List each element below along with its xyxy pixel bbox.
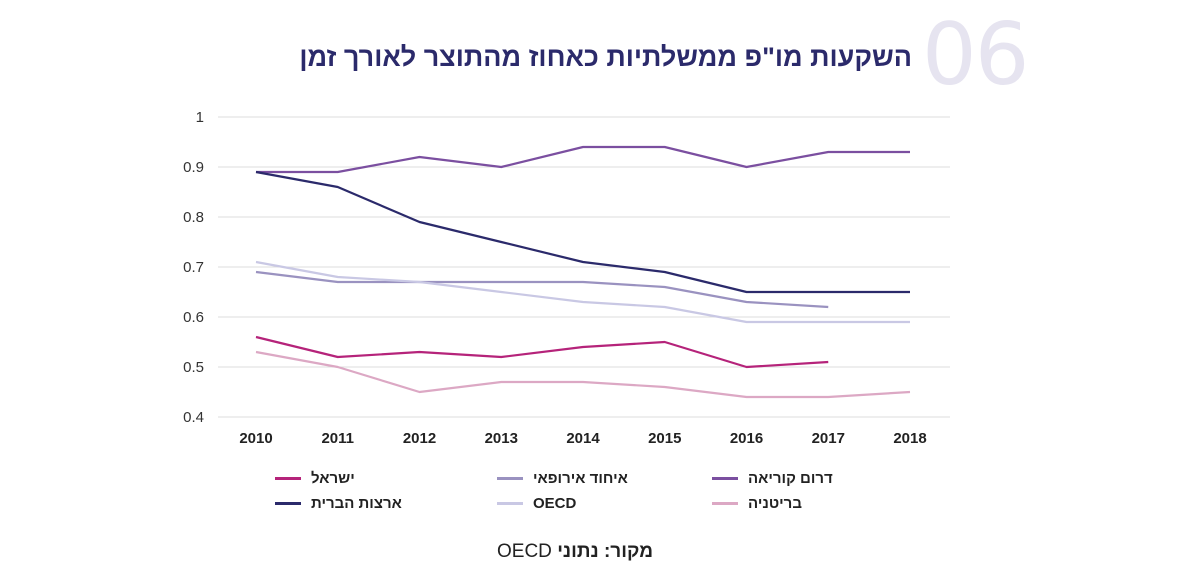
y-tick-label: 0.5: [183, 359, 204, 376]
x-tick-label: 2017: [812, 430, 845, 447]
series-line: [255, 260, 910, 324]
source-label: מקור: נתוני: [557, 541, 653, 562]
y-tick-label: 0.8: [183, 209, 204, 226]
legend-label: דרום קוריאה: [748, 470, 833, 487]
x-tick-label: 2018: [893, 430, 926, 447]
legend-item: איחוד אירופאי: [497, 470, 628, 487]
legend-swatch: [275, 502, 301, 505]
legend-label: איחוד אירופאי: [533, 470, 628, 487]
legend-label: OECD: [533, 495, 577, 512]
x-tick-label: 2012: [403, 430, 436, 447]
x-tick-label: 2015: [648, 430, 681, 447]
legend-item: ישראל: [275, 470, 355, 487]
x-tick-label: 2010: [239, 430, 272, 447]
legend-item: דרום קוריאה: [712, 470, 833, 487]
series-line: [255, 270, 829, 309]
series-line: [256, 145, 910, 174]
series-line: [255, 350, 911, 399]
legend-item: OECD: [497, 495, 576, 512]
source-note: מקור: נתוני OECD: [0, 541, 1150, 563]
y-tick-label: 0.7: [183, 259, 204, 276]
legend-item: ארצות הברית: [275, 495, 402, 512]
legend-swatch: [275, 477, 301, 480]
source-name: OECD: [497, 541, 552, 562]
legend-label: בריטניה: [748, 495, 802, 512]
legend-swatch: [712, 477, 738, 480]
legend-swatch: [497, 477, 523, 480]
y-tick-label: 1: [196, 109, 204, 126]
chart-number: 06: [922, 5, 1029, 105]
legend-item: בריטניה: [712, 495, 802, 512]
x-tick-label: 2014: [566, 430, 600, 447]
series-line: [255, 170, 910, 294]
y-tick-label: 0.6: [183, 309, 204, 326]
y-tick-label: 0.4: [183, 409, 204, 426]
legend-swatch: [712, 502, 738, 505]
x-tick-label: 2016: [730, 430, 763, 447]
x-tick-label: 2013: [485, 430, 518, 447]
legend-swatch: [497, 502, 523, 505]
legend-label: ישראל: [311, 470, 355, 487]
legend-label: ארצות הברית: [311, 495, 402, 512]
chart-title: השקעות מו"פ ממשלתיות כאחוז מהתוצר לאורך …: [299, 42, 912, 72]
x-tick-label: 2011: [321, 430, 354, 447]
y-tick-label: 0.9: [183, 159, 204, 176]
series-line: [255, 335, 829, 369]
